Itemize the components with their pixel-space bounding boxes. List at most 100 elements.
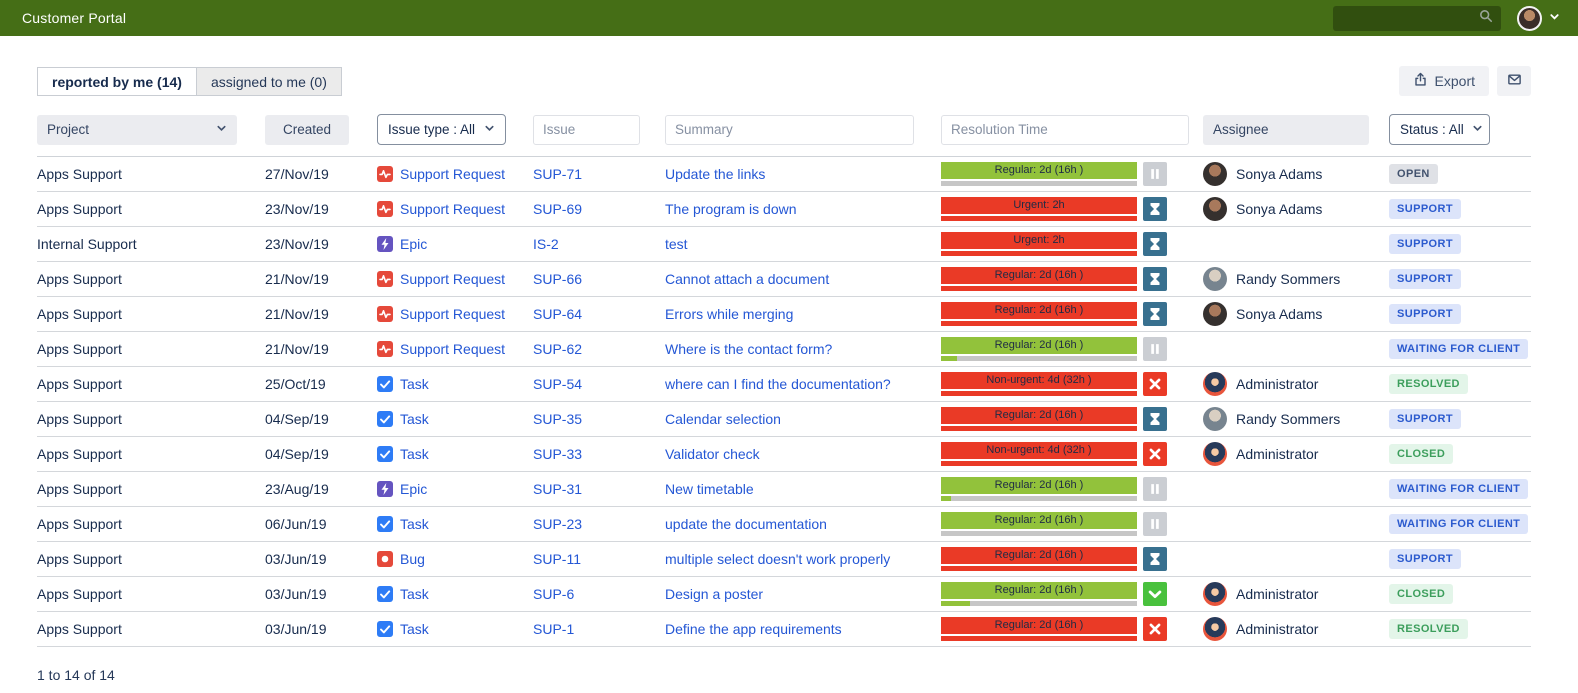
issue-key-cell: SUP-6 <box>533 586 665 602</box>
issue-key-link[interactable]: SUP-35 <box>533 411 583 427</box>
issue-key-link[interactable]: SUP-66 <box>533 271 583 287</box>
issue-key-link[interactable]: SUP-23 <box>533 516 583 532</box>
issue-type-link[interactable]: Support Request <box>400 166 506 182</box>
page-content: reported by me (14) assigned to me (0) E… <box>0 36 1578 683</box>
issues-table: Apps Support 27/Nov/19 Support Request S… <box>37 157 1531 647</box>
sla-bar-label: Regular: 2d (16h ) <box>941 512 1137 529</box>
pause-icon <box>1143 512 1167 536</box>
summary-cell: Where is the contact form? <box>665 341 941 357</box>
issue-type-link[interactable]: Epic <box>400 236 428 252</box>
pause-icon <box>1143 162 1167 186</box>
issue-key-link[interactable]: SUP-62 <box>533 341 583 357</box>
issue-key-link[interactable]: SUP-1 <box>533 621 575 637</box>
export-button[interactable]: Export <box>1398 66 1489 96</box>
email-button[interactable] <box>1497 66 1531 96</box>
issue-type-filter-select[interactable]: Issue type : All <box>377 114 506 145</box>
sla-progress-track <box>941 251 1137 256</box>
issue-filter-input[interactable] <box>533 114 640 145</box>
issue-key-cell: SUP-54 <box>533 376 665 392</box>
issue-summary-link[interactable]: Design a poster <box>665 586 764 602</box>
x-icon <box>1143 372 1167 396</box>
issue-key-link[interactable]: IS-2 <box>533 236 559 252</box>
status-badge: RESOLVED <box>1389 619 1468 639</box>
issue-type-link[interactable]: Task <box>400 621 429 637</box>
assignee-column-header: Assignee <box>1203 114 1369 145</box>
issue-type-cell: Bug <box>377 551 533 567</box>
issue-type-link[interactable]: Task <box>400 446 429 462</box>
assignee-cell: Administrator <box>1203 582 1389 606</box>
status-badge: CLOSED <box>1389 444 1454 464</box>
sla-bar-label: Regular: 2d (16h ) <box>941 547 1137 564</box>
tab-reported-by-me[interactable]: reported by me (14) <box>37 67 197 96</box>
resolution-time-cell: Regular: 2d (16h ) <box>941 162 1203 186</box>
issue-summary-link[interactable]: update the documentation <box>665 516 827 532</box>
created-date: 04/Sep/19 <box>265 411 329 427</box>
pause-icon <box>1143 477 1167 501</box>
issue-summary-link[interactable]: Cannot attach a document <box>665 271 830 287</box>
status-filter-select[interactable]: Status : All <box>1389 114 1490 145</box>
issue-key-link[interactable]: SUP-31 <box>533 481 583 497</box>
summary-filter-input[interactable] <box>665 114 914 145</box>
issue-type-link[interactable]: Support Request <box>400 201 506 217</box>
issue-type-link[interactable]: Task <box>400 376 429 392</box>
hourglass-icon <box>1143 232 1167 256</box>
issue-type-link[interactable]: Task <box>400 516 429 532</box>
issue-type-link[interactable]: Task <box>400 586 429 602</box>
chevron-down-icon[interactable] <box>1549 9 1560 27</box>
issue-type-link[interactable]: Support Request <box>400 341 506 357</box>
issue-summary-link[interactable]: where can I find the documentation? <box>665 376 891 392</box>
avatar <box>1203 442 1227 466</box>
table-row: Internal Support 23/Nov/19 Epic IS-2 tes… <box>37 227 1531 262</box>
issue-summary-link[interactable]: The program is down <box>665 201 797 217</box>
issue-summary-link[interactable]: New timetable <box>665 481 754 497</box>
issue-key-link[interactable]: SUP-71 <box>533 166 583 182</box>
sla-bar-label: Urgent: 2h <box>941 232 1137 249</box>
sla-bar: Regular: 2d (16h ) <box>941 302 1137 326</box>
issue-summary-link[interactable]: multiple select doesn't work properly <box>665 551 891 567</box>
table-row: Apps Support 03/Jun/19 Bug SUP-11 multip… <box>37 542 1531 577</box>
assignee-cell: Administrator <box>1203 372 1389 396</box>
sla-progress-fill <box>941 426 1137 431</box>
created-cell: 23/Nov/19 <box>265 236 377 252</box>
avatar <box>1203 162 1227 186</box>
chevron-down-icon <box>484 122 495 137</box>
table-row: Apps Support 04/Sep/19 Task SUP-35 Calen… <box>37 402 1531 437</box>
issue-summary-link[interactable]: Errors while merging <box>665 306 794 322</box>
issue-key-link[interactable]: SUP-33 <box>533 446 583 462</box>
sla-bar-label: Regular: 2d (16h ) <box>941 617 1137 634</box>
issue-type-link[interactable]: Task <box>400 411 429 427</box>
issue-summary-link[interactable]: test <box>665 236 688 252</box>
hourglass-icon <box>1143 302 1167 326</box>
tab-assigned-to-me[interactable]: assigned to me (0) <box>196 67 342 96</box>
issue-key-cell: SUP-23 <box>533 516 665 532</box>
issue-summary-link[interactable]: Define the app requirements <box>665 621 842 637</box>
issue-type-cell: Support Request <box>377 271 533 287</box>
issue-key-link[interactable]: SUP-6 <box>533 586 575 602</box>
issue-key-link[interactable]: SUP-54 <box>533 376 583 392</box>
issue-type-cell: Epic <box>377 236 533 252</box>
issue-type-link[interactable]: Support Request <box>400 306 506 322</box>
issue-summary-link[interactable]: Where is the contact form? <box>665 341 833 357</box>
issue-summary-link[interactable]: Update the links <box>665 166 766 182</box>
status-badge: WAITING FOR CLIENT <box>1389 514 1529 534</box>
issue-key-link[interactable]: SUP-11 <box>533 551 581 567</box>
project-cell: Internal Support <box>37 236 265 252</box>
issue-type-link[interactable]: Epic <box>400 481 428 497</box>
resolution-time-filter-input[interactable] <box>941 114 1189 145</box>
issue-key-link[interactable]: SUP-69 <box>533 201 583 217</box>
project-filter-dropdown[interactable]: Project <box>37 114 237 145</box>
avatar <box>1203 267 1227 291</box>
issue-type-link[interactable]: Support Request <box>400 271 506 287</box>
project-name: Apps Support <box>37 551 122 567</box>
resolution-time-cell: Regular: 2d (16h ) <box>941 302 1203 326</box>
issue-summary-link[interactable]: Validator check <box>665 446 760 462</box>
user-avatar[interactable] <box>1517 5 1542 31</box>
global-search-input[interactable] <box>1333 5 1501 31</box>
created-date: 03/Jun/19 <box>265 551 327 567</box>
sla-progress-track <box>941 321 1137 326</box>
issue-type-link[interactable]: Bug <box>400 551 425 567</box>
summary-cell: Errors while merging <box>665 306 941 322</box>
issue-summary-link[interactable]: Calendar selection <box>665 411 781 427</box>
issue-key-link[interactable]: SUP-64 <box>533 306 583 322</box>
table-row: Apps Support 03/Jun/19 Task SUP-1 Define… <box>37 612 1531 647</box>
